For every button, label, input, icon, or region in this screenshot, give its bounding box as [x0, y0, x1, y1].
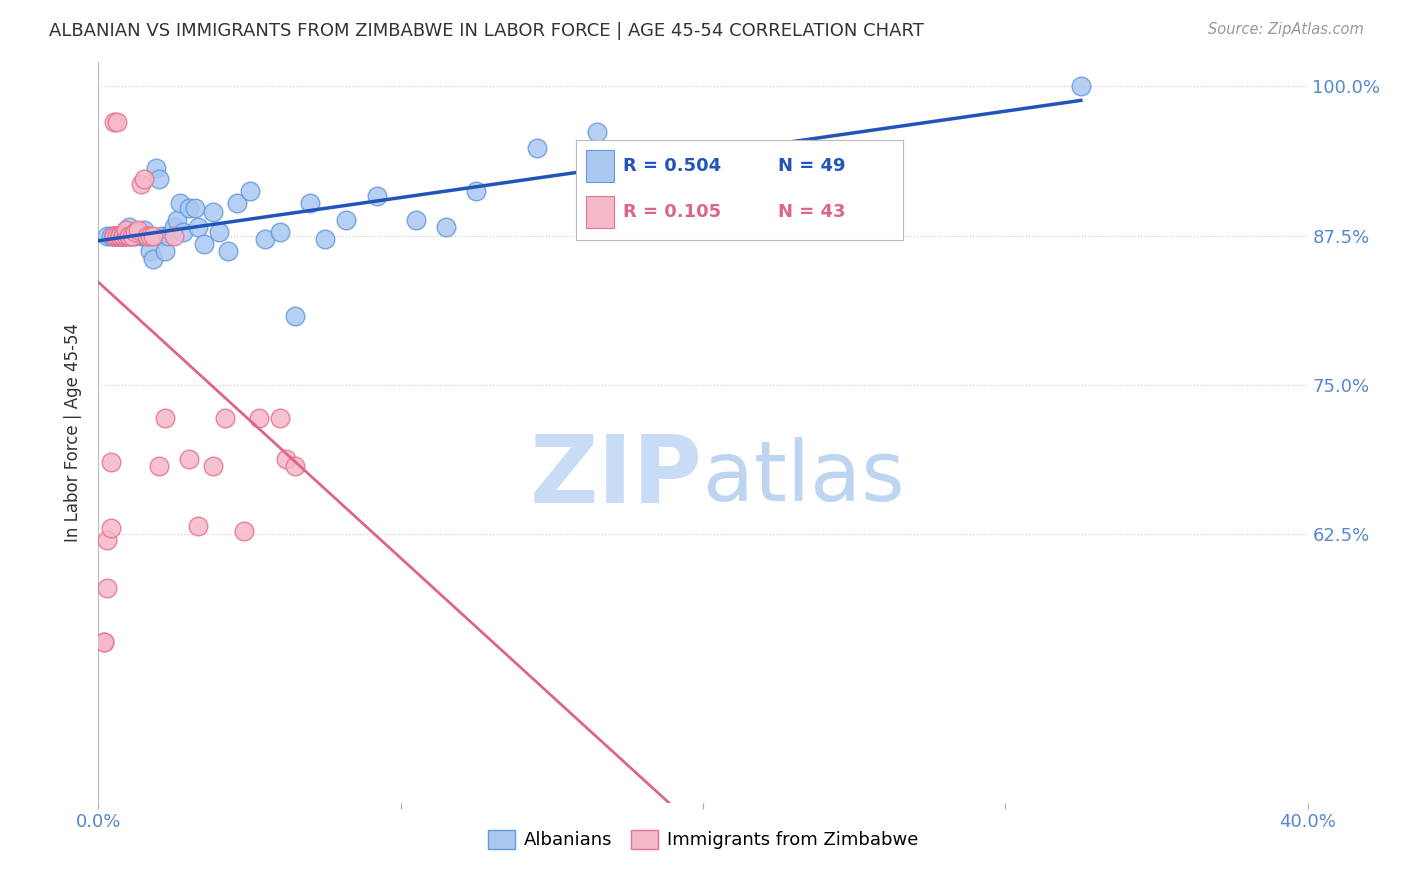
Point	[93, 634, 115, 648]
Point	[226, 196, 249, 211]
Point	[103, 228, 125, 243]
Point	[465, 185, 488, 199]
Point	[169, 196, 191, 211]
Point	[129, 178, 152, 192]
Point	[314, 232, 336, 246]
Point	[405, 213, 427, 227]
Point	[127, 222, 149, 236]
Point	[103, 228, 125, 243]
Point	[163, 228, 186, 243]
Point	[172, 225, 194, 239]
Text: atlas: atlas	[703, 436, 904, 517]
Point	[179, 201, 201, 215]
Point	[105, 228, 128, 243]
Point	[163, 220, 186, 235]
Point	[103, 115, 125, 129]
Point	[108, 228, 131, 243]
Point	[202, 204, 225, 219]
Point	[132, 222, 155, 236]
Text: ALBANIAN VS IMMIGRANTS FROM ZIMBABWE IN LABOR FORCE | AGE 45-54 CORRELATION CHAR: ALBANIAN VS IMMIGRANTS FROM ZIMBABWE IN …	[49, 22, 924, 40]
Point	[193, 236, 215, 251]
Point	[232, 524, 254, 538]
Point	[124, 225, 146, 239]
Point	[156, 228, 179, 243]
Point	[132, 172, 155, 186]
Point	[586, 125, 609, 139]
Point	[239, 185, 262, 199]
Point	[269, 225, 291, 239]
Point	[284, 309, 307, 323]
Point	[202, 458, 225, 473]
Point	[103, 228, 125, 243]
Point	[187, 518, 209, 533]
Text: ZIP: ZIP	[530, 431, 703, 523]
Point	[114, 222, 136, 236]
Point	[184, 201, 207, 215]
Point	[166, 213, 188, 227]
Point	[105, 228, 128, 243]
Point	[96, 581, 118, 595]
Point	[96, 533, 118, 547]
Point	[148, 172, 170, 186]
Point	[214, 411, 236, 425]
Legend: Albanians, Immigrants from Zimbabwe: Albanians, Immigrants from Zimbabwe	[481, 823, 925, 856]
Point	[269, 411, 291, 425]
Point	[217, 244, 239, 259]
Point	[208, 225, 231, 239]
Point	[100, 228, 122, 243]
Point	[284, 458, 307, 473]
Point	[111, 228, 134, 243]
Point	[153, 244, 176, 259]
Point	[247, 411, 270, 425]
Y-axis label: In Labor Force | Age 45-54: In Labor Force | Age 45-54	[65, 323, 83, 542]
Point	[132, 228, 155, 243]
Point	[108, 228, 131, 243]
Point	[142, 228, 165, 243]
Point	[187, 220, 209, 235]
Point	[434, 220, 457, 235]
Point	[299, 196, 322, 211]
Point	[127, 225, 149, 239]
Point	[114, 222, 136, 236]
Point	[274, 451, 297, 466]
Point	[111, 228, 134, 243]
Point	[1070, 79, 1092, 94]
Point	[526, 141, 548, 155]
Point	[96, 228, 118, 243]
Point	[100, 521, 122, 535]
Point	[366, 189, 388, 203]
Point	[139, 228, 162, 243]
Point	[142, 252, 165, 267]
Point	[111, 228, 134, 243]
Point	[135, 228, 157, 243]
Point	[118, 228, 141, 243]
Point	[114, 228, 136, 243]
Point	[253, 232, 276, 246]
Point	[148, 458, 170, 473]
Point	[145, 161, 167, 175]
Point	[121, 228, 143, 243]
Point	[124, 228, 146, 243]
Point	[108, 228, 131, 243]
Point	[114, 228, 136, 243]
Point	[153, 411, 176, 425]
Point	[108, 228, 131, 243]
Point	[150, 228, 173, 243]
Point	[118, 228, 141, 243]
Text: Source: ZipAtlas.com: Source: ZipAtlas.com	[1208, 22, 1364, 37]
Point	[105, 115, 128, 129]
Point	[335, 213, 357, 227]
Point	[139, 244, 162, 259]
Point	[103, 228, 125, 243]
Point	[179, 451, 201, 466]
Point	[93, 634, 115, 648]
Point	[105, 228, 128, 243]
Point	[100, 455, 122, 469]
Point	[121, 228, 143, 243]
Point	[111, 228, 134, 243]
Point	[135, 228, 157, 243]
Point	[118, 220, 141, 235]
Point	[129, 228, 152, 243]
